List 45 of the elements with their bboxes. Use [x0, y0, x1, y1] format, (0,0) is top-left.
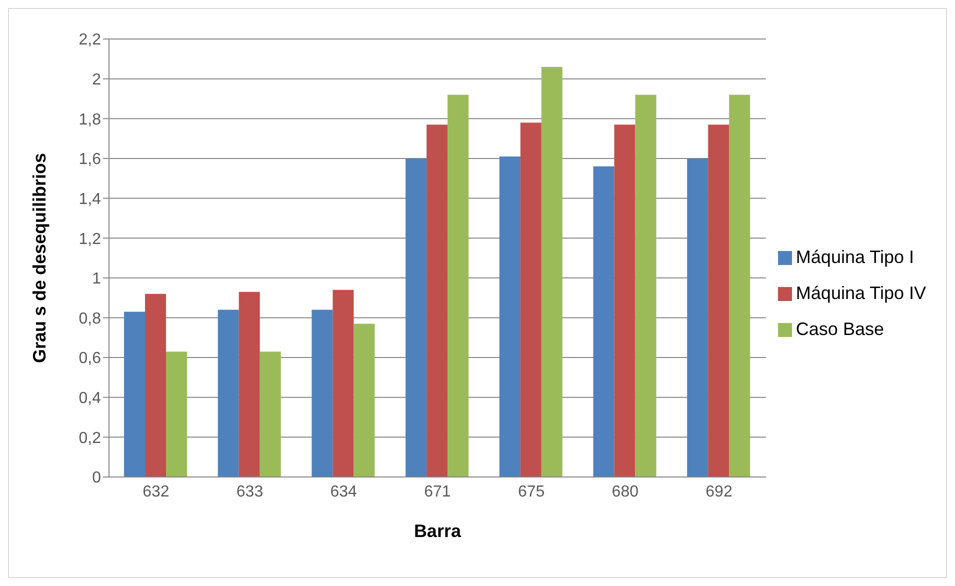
bar: [312, 310, 333, 477]
bar: [729, 94, 750, 477]
y-tick-label: 1: [92, 270, 102, 288]
bar: [166, 352, 188, 477]
y-tick-label: 0,2: [78, 430, 102, 447]
bar: [406, 158, 427, 477]
legend-label: Máquina Tipo I: [796, 247, 914, 267]
bar: [448, 94, 469, 477]
x-tick-label: 633: [236, 483, 264, 500]
y-tick-label: 1,4: [78, 190, 102, 208]
x-tick-label: 680: [612, 483, 639, 500]
y-tick-label: 2,2: [78, 32, 102, 49]
y-tick-label: 1,2: [78, 230, 102, 248]
legend-label: Caso Base: [796, 319, 884, 339]
y-tick-label: 1,6: [78, 151, 102, 168]
bar: [635, 94, 656, 477]
bar: [687, 158, 708, 477]
bar: [218, 310, 239, 477]
bar: [499, 156, 520, 477]
y-tick-label: 2: [92, 72, 102, 88]
y-tick-label: 0: [92, 470, 102, 487]
bar: [145, 294, 166, 477]
y-tick-label: 0,6: [78, 350, 102, 368]
x-tick-label: 671: [424, 483, 451, 500]
x-tick-label: 634: [330, 483, 358, 500]
bar: [332, 290, 354, 477]
bar: [541, 66, 562, 477]
bar: [426, 124, 448, 477]
bar: [260, 352, 281, 477]
legend-label: Máquina Tipo IV: [796, 283, 926, 303]
bar: [124, 312, 146, 477]
x-tick-label: 692: [706, 483, 732, 500]
bar: [614, 124, 636, 477]
bar: [708, 124, 730, 477]
x-axis-title: Barra: [414, 521, 462, 541]
bar: [238, 292, 260, 477]
bar: [520, 122, 542, 477]
y-tick-label: 0,8: [78, 310, 102, 328]
y-tick-label: 0,4: [78, 390, 102, 408]
y-tick-label: 1,8: [78, 111, 102, 128]
y-axis-title: Grau s de desequilibrios: [29, 152, 50, 364]
bar: [593, 166, 614, 477]
x-tick-label: 675: [518, 483, 545, 500]
x-tick-label: 632: [142, 483, 170, 500]
bar: [354, 324, 375, 477]
